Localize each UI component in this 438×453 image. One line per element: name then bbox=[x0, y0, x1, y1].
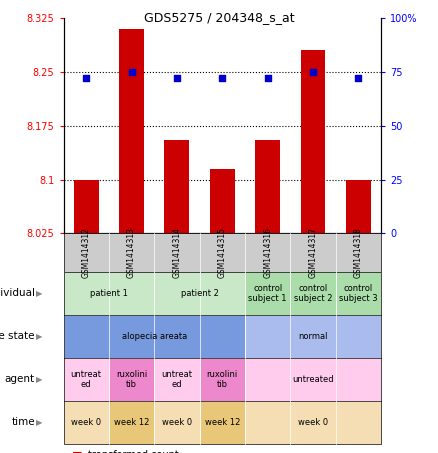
Text: GDS5275 / 204348_s_at: GDS5275 / 204348_s_at bbox=[144, 11, 294, 24]
Text: patient 2: patient 2 bbox=[180, 289, 219, 298]
Text: week 12: week 12 bbox=[205, 418, 240, 427]
Text: GSM1414313: GSM1414313 bbox=[127, 227, 136, 278]
Point bbox=[355, 75, 362, 82]
Text: ▶: ▶ bbox=[36, 332, 42, 341]
Text: control
subject 3: control subject 3 bbox=[339, 284, 378, 303]
Text: control
subject 2: control subject 2 bbox=[294, 284, 332, 303]
Text: GSM1414316: GSM1414316 bbox=[263, 227, 272, 278]
Text: transformed count: transformed count bbox=[88, 450, 178, 453]
Text: untreat
ed: untreat ed bbox=[162, 370, 192, 389]
Text: GSM1414317: GSM1414317 bbox=[308, 227, 318, 278]
Point bbox=[128, 68, 135, 76]
Text: GSM1414318: GSM1414318 bbox=[354, 227, 363, 278]
Bar bbox=[346, 179, 371, 233]
Text: disease state: disease state bbox=[0, 331, 35, 342]
Text: control
subject 1: control subject 1 bbox=[248, 284, 287, 303]
Text: ruxolini
tib: ruxolini tib bbox=[116, 370, 147, 389]
Text: patient 1: patient 1 bbox=[90, 289, 128, 298]
Bar bbox=[210, 169, 235, 233]
Text: time: time bbox=[11, 417, 35, 428]
Text: ▶: ▶ bbox=[36, 418, 42, 427]
Text: normal: normal bbox=[298, 332, 328, 341]
Point bbox=[310, 68, 317, 76]
Text: GSM1414312: GSM1414312 bbox=[82, 227, 91, 278]
Text: alopecia areata: alopecia areata bbox=[122, 332, 187, 341]
Bar bbox=[164, 140, 189, 233]
Text: week 0: week 0 bbox=[71, 418, 101, 427]
Text: week 12: week 12 bbox=[114, 418, 149, 427]
Text: GSM1414314: GSM1414314 bbox=[173, 227, 181, 278]
Bar bbox=[300, 50, 325, 233]
Text: untreated: untreated bbox=[292, 375, 334, 384]
Point bbox=[219, 75, 226, 82]
Text: GSM1414315: GSM1414315 bbox=[218, 227, 227, 278]
Point bbox=[264, 75, 271, 82]
Bar bbox=[119, 29, 144, 233]
Point bbox=[173, 75, 180, 82]
Text: ▶: ▶ bbox=[36, 289, 42, 298]
Text: individual: individual bbox=[0, 288, 35, 299]
Text: ruxolini
tib: ruxolini tib bbox=[207, 370, 238, 389]
Point bbox=[83, 75, 90, 82]
Text: untreat
ed: untreat ed bbox=[71, 370, 102, 389]
Bar bbox=[255, 140, 280, 233]
Bar bbox=[74, 179, 99, 233]
Text: week 0: week 0 bbox=[298, 418, 328, 427]
Text: agent: agent bbox=[5, 374, 35, 385]
Text: ▶: ▶ bbox=[36, 375, 42, 384]
Text: week 0: week 0 bbox=[162, 418, 192, 427]
Text: ■: ■ bbox=[72, 450, 83, 453]
